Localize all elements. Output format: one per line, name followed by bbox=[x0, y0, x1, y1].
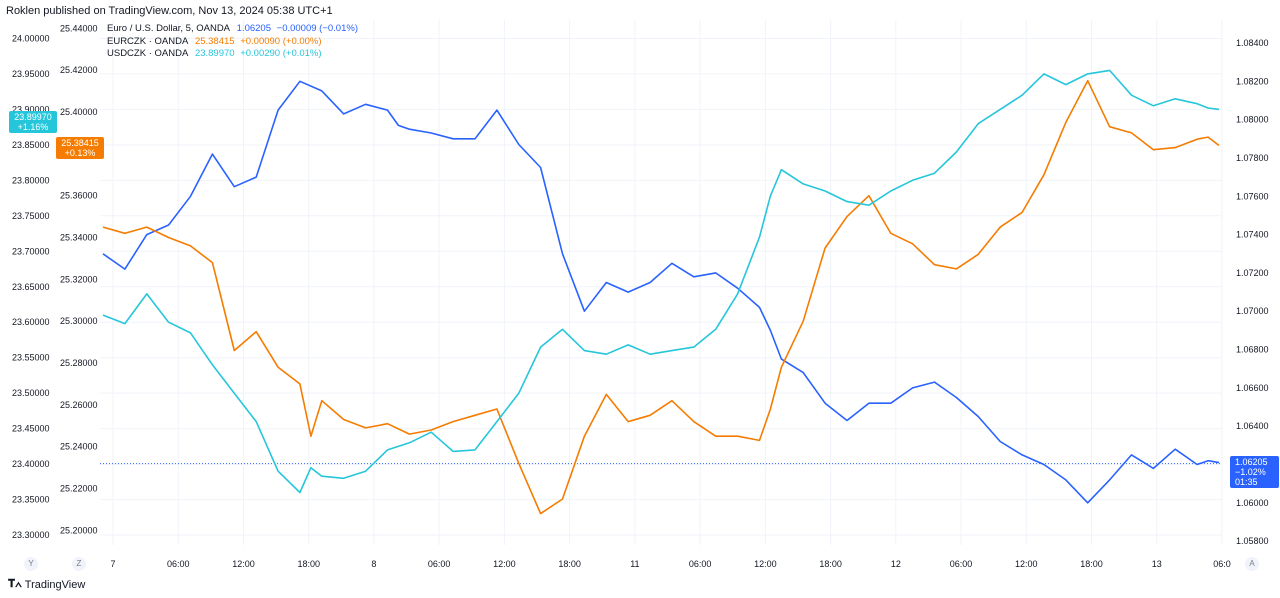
x-tick-label: 11 bbox=[630, 559, 639, 569]
footer: 𝐓∧ TradingView bbox=[8, 578, 85, 591]
x-tick-label: 18:00 bbox=[1080, 559, 1103, 569]
x-tick-label: 06:00 bbox=[428, 559, 451, 569]
legend-value: 23.89970 bbox=[194, 48, 235, 59]
footer-brand: TradingView bbox=[24, 578, 86, 591]
y-tick-label-eurusd: 1.08400 bbox=[1236, 38, 1269, 48]
y-tick-label-eurczk: 25.30000 bbox=[60, 316, 98, 326]
y-tick-label-eurusd: 1.06600 bbox=[1236, 383, 1269, 393]
y-tick-label-eurczk: 25.24000 bbox=[60, 442, 98, 452]
y-tick-label-eurusd: 1.08000 bbox=[1236, 115, 1269, 125]
y-tick-label-usdczk: 23.75000 bbox=[12, 211, 50, 221]
y-tick-label-eurczk: 25.42000 bbox=[60, 65, 98, 75]
x-tick-label: 06:00 bbox=[167, 559, 190, 569]
x-tick-label: 06:00 bbox=[950, 559, 973, 569]
y-tick-label-usdczk: 23.50000 bbox=[12, 388, 50, 398]
y-tick-label-usdczk: 23.80000 bbox=[12, 175, 50, 185]
y-tick-label-eurczk: 25.26000 bbox=[60, 400, 98, 410]
y-tick-label-eurczk: 25.40000 bbox=[60, 107, 98, 117]
y-tick-label-eurusd: 1.06400 bbox=[1236, 421, 1269, 431]
y-tick-label-eurusd: 1.05800 bbox=[1236, 536, 1269, 546]
y-tick-label-eurusd: 1.07800 bbox=[1236, 153, 1269, 163]
x-tick-label: 8 bbox=[371, 559, 376, 569]
x-tick-label: 12 bbox=[891, 559, 901, 569]
badge-value: 25.38415 bbox=[61, 138, 99, 148]
y-tick-label-eurusd: 1.08200 bbox=[1236, 76, 1269, 86]
y-tick-label-usdczk: 23.65000 bbox=[12, 282, 50, 292]
series-line-eurczk bbox=[102, 79, 1220, 515]
x-tick-label: 7 bbox=[110, 559, 115, 569]
badge-change: −1.02% bbox=[1235, 467, 1266, 477]
x-tick-label: 18:00 bbox=[297, 559, 320, 569]
legend-row-eurczk[interactable]: EURCZK · OANDA 25.38415 +0.00090 (+0.00%… bbox=[107, 36, 361, 49]
y-tick-label-eurczk: 25.34000 bbox=[60, 233, 98, 243]
legend-value: 25.38415 bbox=[194, 35, 235, 47]
y-tick-label-usdczk: 23.55000 bbox=[12, 353, 50, 363]
axis-auto-button[interactable]: A bbox=[1245, 557, 1259, 571]
y-tick-label-eurusd: 1.06000 bbox=[1236, 498, 1269, 508]
x-tick-label: 18:00 bbox=[558, 559, 581, 569]
y-tick-label-eurusd: 1.07600 bbox=[1236, 191, 1269, 201]
badge-value: 1.06205 bbox=[1235, 457, 1268, 467]
badge-change: +1.16% bbox=[17, 122, 49, 132]
published-header: Roklen published on TradingView.com, Nov… bbox=[0, 0, 1280, 20]
y-tick-label-eurczk: 25.44000 bbox=[60, 23, 98, 33]
y-tick-label-eurczk: 25.32000 bbox=[60, 274, 98, 284]
y-tick-label-eurczk: 25.28000 bbox=[60, 358, 98, 368]
y-tick-label-eurczk: 25.22000 bbox=[60, 484, 98, 494]
legend-change: +0.00090 (+0.00%) bbox=[240, 35, 322, 47]
series-line-eurusd bbox=[102, 80, 1220, 504]
published-text: Roklen published on TradingView.com, Nov… bbox=[6, 5, 333, 17]
y-tick-label-eurusd: 1.07000 bbox=[1236, 306, 1269, 316]
y-tick-label-eurczk: 25.20000 bbox=[60, 525, 98, 535]
y-tick-label-eurczk: 25.36000 bbox=[60, 191, 98, 201]
tradingview-logo-icon[interactable]: 𝐓∧ bbox=[8, 578, 22, 590]
y-tick-label-eurusd: 1.07200 bbox=[1236, 268, 1269, 278]
badge-value: 23.89970 bbox=[14, 112, 52, 122]
y-tick-label-usdczk: 23.70000 bbox=[12, 246, 50, 256]
y-tick-label-eurusd: 1.06800 bbox=[1236, 345, 1269, 355]
series-line-usdczk bbox=[102, 69, 1220, 494]
x-tick-label: 06:0 bbox=[1213, 559, 1231, 569]
legend-change: +0.00290 (+0.01%) bbox=[240, 48, 322, 59]
axis-scale-button-z[interactable]: Z bbox=[72, 557, 86, 571]
x-tick-label: 12:00 bbox=[754, 559, 777, 569]
y-tick-label-usdczk: 23.30000 bbox=[12, 530, 50, 540]
usdczk-price-badge: 23.89970 +1.16% bbox=[9, 111, 57, 133]
y-tick-label-usdczk: 23.35000 bbox=[12, 495, 50, 505]
legend-change: −0.00009 (−0.01%) bbox=[276, 23, 358, 34]
x-tick-label: 13 bbox=[1152, 559, 1162, 569]
axis-scale-button-y[interactable]: Y bbox=[24, 557, 38, 571]
x-tick-label: 18:00 bbox=[819, 559, 842, 569]
x-tick-label: 06:00 bbox=[689, 559, 712, 569]
legend-row-eurusd[interactable]: Euro / U.S. Dollar, 5, OANDA 1.06205 −0.… bbox=[107, 23, 361, 36]
legend-value: 1.06205 bbox=[236, 23, 271, 34]
x-tick-label: 12:00 bbox=[1015, 559, 1038, 569]
eurusd-price-badge: 1.06205 −1.02% 01:35 bbox=[1230, 456, 1279, 488]
y-tick-label-usdczk: 23.85000 bbox=[12, 140, 50, 150]
badge-countdown: 01:35 bbox=[1235, 477, 1258, 487]
eurczk-price-badge: 25.38415 +0.13% bbox=[56, 137, 104, 159]
y-tick-label-usdczk: 23.45000 bbox=[12, 424, 50, 434]
legend-row-usdczk[interactable]: USDCZK · OANDA 23.89970 +0.00290 (+0.01%… bbox=[107, 48, 361, 61]
y-tick-label-usdczk: 23.40000 bbox=[12, 459, 50, 469]
y-tick-label-eurusd: 1.07400 bbox=[1236, 230, 1269, 240]
y-tick-label-usdczk: 24.00000 bbox=[12, 33, 50, 43]
x-tick-label: 12:00 bbox=[493, 559, 516, 569]
badge-change: +0.13% bbox=[64, 148, 96, 158]
legend-name: EURCZK · OANDA bbox=[107, 35, 189, 47]
legend: Euro / U.S. Dollar, 5, OANDA 1.06205 −0.… bbox=[107, 23, 361, 61]
legend-name: Euro / U.S. Dollar, 5, OANDA bbox=[107, 23, 231, 34]
y-tick-label-usdczk: 23.60000 bbox=[12, 317, 50, 327]
y-tick-label-usdczk: 23.90000 bbox=[12, 104, 50, 114]
legend-name: USDCZK · OANDA bbox=[107, 48, 189, 59]
x-tick-label: 12:00 bbox=[232, 559, 255, 569]
y-tick-label-usdczk: 23.95000 bbox=[12, 69, 50, 79]
